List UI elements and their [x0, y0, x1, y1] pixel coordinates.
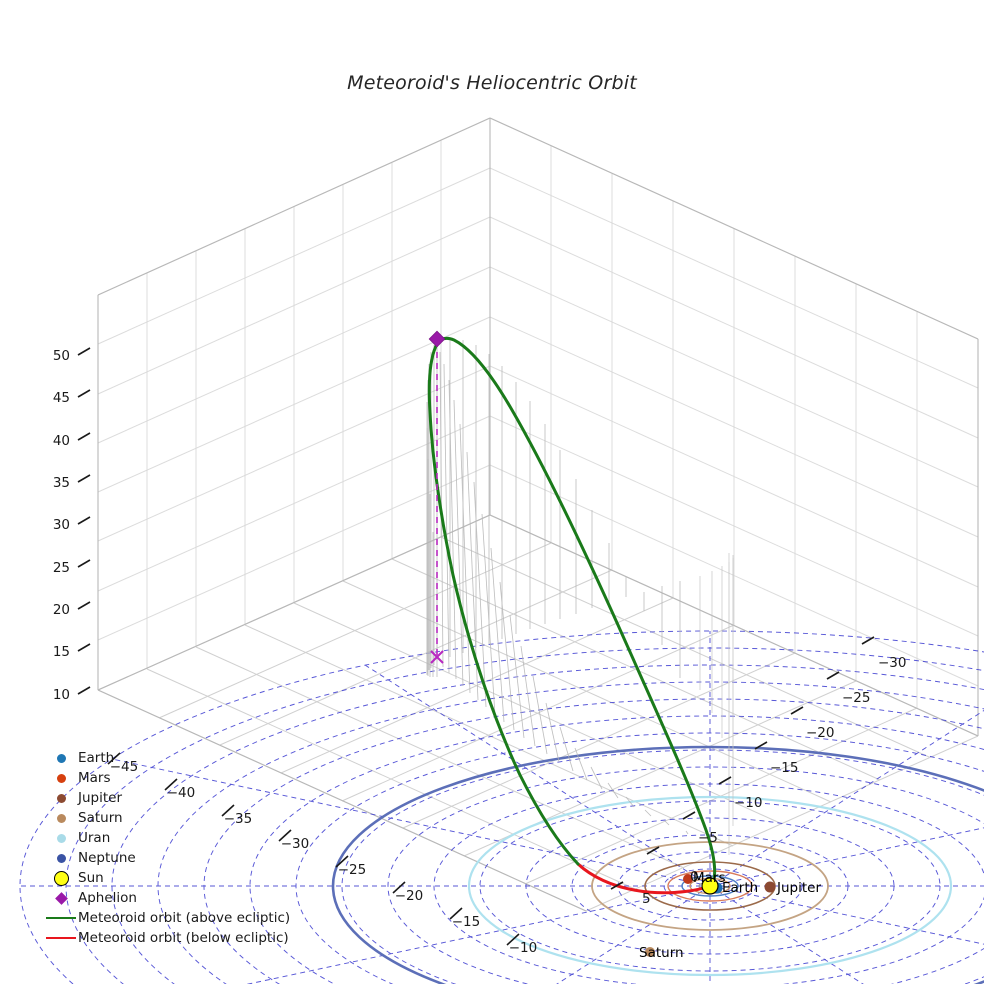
mars-marker-icon — [44, 773, 78, 783]
z-tick-label: 35 — [53, 475, 70, 491]
planet-mars-dot — [683, 874, 693, 884]
saturn-marker-icon — [44, 813, 78, 823]
legend-label-sun: Sun — [78, 870, 104, 886]
earth-marker-icon — [44, 753, 78, 763]
z-axis-ticks — [77, 347, 91, 695]
legend: Earth Mars Jupiter Saturn Uran — [44, 748, 314, 948]
planet-jupiter-dot — [764, 881, 776, 893]
meteoroid-orbit-above-ecliptic — [427, 336, 717, 888]
x-tick-label: −15 — [452, 914, 481, 930]
z-tick-label: 25 — [53, 560, 70, 576]
red-line-icon — [44, 937, 78, 939]
legend-label-mars: Mars — [78, 770, 111, 786]
x-tick-label: −25 — [338, 862, 367, 878]
label-saturn: Saturn — [639, 945, 684, 961]
meteoroid-orbit-below-ecliptic — [576, 862, 712, 895]
y-tick-label: −15 — [770, 760, 799, 776]
neptune-marker-icon — [44, 853, 78, 863]
y-tick-label: −30 — [878, 655, 907, 671]
legend-item-orbit-below[interactable]: Meteoroid orbit (below ecliptic) — [44, 928, 314, 948]
y-tick-label: 5 — [642, 891, 651, 907]
aphelion-projection-x-icon — [430, 650, 444, 664]
z-tick-label: 20 — [53, 602, 70, 618]
x-tick-label: −30 — [281, 836, 310, 852]
label-earth: Earth — [722, 880, 758, 896]
planet-saturn-dot — [645, 947, 655, 957]
z-tick-label: 10 — [53, 687, 70, 703]
orbit-drop-lines-outer — [699, 553, 734, 855]
z-tick-label: 40 — [53, 433, 70, 449]
y-axis-ticks — [610, 636, 875, 890]
legend-item-jupiter[interactable]: Jupiter — [44, 788, 314, 808]
legend-label-neptune: Neptune — [78, 850, 136, 866]
label-mars: Mars — [693, 870, 726, 886]
orbit-mars — [667, 870, 753, 902]
z-tick-label: 50 — [53, 348, 70, 364]
legend-label-orbit-above: Meteoroid orbit (above ecliptic) — [78, 910, 291, 926]
y-tick-label: −10 — [734, 795, 763, 811]
x-tick-label: −35 — [224, 811, 253, 827]
x-tick-label: −20 — [395, 888, 424, 904]
x-tick-label: −40 — [167, 785, 196, 801]
legend-item-earth[interactable]: Earth — [44, 748, 314, 768]
y-tick-label: −25 — [842, 690, 871, 706]
polar-grid — [19, 630, 984, 984]
legend-item-orbit-above[interactable]: Meteoroid orbit (above ecliptic) — [44, 908, 314, 928]
label-jupiter: Jupiter — [776, 880, 821, 896]
y-tick-label: −5 — [698, 830, 718, 846]
z-tick-label: 45 — [53, 390, 70, 406]
x-axis-ticks — [107, 752, 520, 946]
green-line-icon — [44, 917, 78, 919]
jupiter-marker-icon — [44, 793, 78, 803]
body-labels: Mars Earth Jupiter Saturn — [639, 870, 821, 961]
x-tick-label: −10 — [509, 940, 538, 956]
y-tick-label: 0 — [690, 869, 699, 885]
solar-system-bodies — [645, 874, 776, 957]
legend-label-uran: Uran — [78, 830, 111, 846]
uranus-marker-icon — [44, 833, 78, 843]
legend-item-mars[interactable]: Mars — [44, 768, 314, 788]
x-tick-labels: −45 −40 −35 −30 −25 −20 −15 −10 — [110, 759, 538, 956]
legend-label-aphelion: Aphelion — [78, 890, 137, 906]
legend-item-aphelion[interactable]: Aphelion — [44, 888, 314, 908]
z-tick-label: 15 — [53, 644, 70, 660]
aphelion-marker — [428, 330, 446, 348]
aphelion-marker-icon — [44, 891, 78, 905]
x-tick-label: −45 — [110, 759, 139, 775]
legend-label-jupiter: Jupiter — [78, 790, 123, 806]
legend-item-saturn[interactable]: Saturn — [44, 808, 314, 828]
legend-label-earth: Earth — [78, 750, 115, 766]
legend-label-orbit-below: Meteoroid orbit (below ecliptic) — [78, 930, 289, 946]
page-title: Meteoroid's Heliocentric Orbit — [347, 72, 637, 94]
sun-marker-icon — [44, 870, 78, 886]
axes-3d-edges — [97, 117, 979, 912]
legend-item-neptune[interactable]: Neptune — [44, 848, 314, 868]
z-tick-label: 30 — [53, 517, 70, 533]
sun-marker — [701, 877, 719, 895]
y-tick-labels: −30 −25 −20 −15 −10 −5 0 5 — [642, 655, 907, 907]
axes-3d-panes — [97, 117, 979, 737]
orbit-neptune — [331, 745, 984, 984]
legend-item-sun[interactable]: Sun — [44, 868, 314, 888]
legend-item-uran[interactable]: Uran — [44, 828, 314, 848]
legend-label-saturn: Saturn — [78, 810, 123, 826]
y-tick-label: −20 — [806, 725, 835, 741]
orbit-uranus — [467, 795, 953, 977]
orbit-earth — [681, 875, 739, 897]
z-tick-labels: 50 45 40 35 30 25 20 15 10 — [53, 348, 70, 703]
